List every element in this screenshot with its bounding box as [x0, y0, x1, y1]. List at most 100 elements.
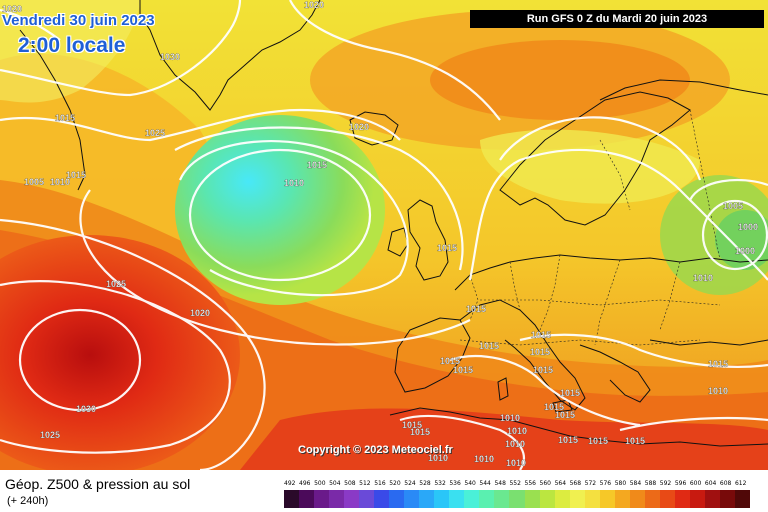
scale-swatch [524, 490, 540, 508]
scale-value-label: 604 [704, 480, 717, 487]
isobar-label: 1010 [428, 453, 448, 463]
scale-value-label: 552 [509, 480, 521, 487]
scale-value-label: 548 [494, 480, 506, 487]
scale-value-label: 504 [329, 480, 341, 487]
scale-swatch [629, 490, 645, 508]
isobar-label: 1010 [474, 454, 494, 464]
coastlines [19, 0, 768, 447]
isobar-label: 1015 [440, 356, 460, 366]
scale-swatch [329, 490, 345, 508]
scale-swatch [434, 490, 450, 508]
isobar-label: 1015 [588, 436, 608, 446]
isobar-label: 1015 [402, 420, 422, 430]
scale-swatch [599, 490, 615, 508]
isobar-label: 1015 [437, 243, 457, 253]
scale-value-label: 580 [614, 480, 627, 487]
scale-value-label: 568 [569, 480, 582, 487]
isobar-label: 1030 [76, 404, 96, 414]
scale-value-label: 524 [404, 480, 416, 487]
isobar-label: 1000 [735, 246, 755, 256]
scale-swatch [284, 490, 300, 508]
isobar-label: 1010 [50, 177, 70, 187]
isobar-label: 1020 [304, 0, 324, 10]
isobar-label: 1015 [560, 388, 580, 398]
isobar-label: 1015 [708, 359, 728, 369]
isobar-label: 1030 [160, 52, 180, 62]
isobar-label: 1005 [723, 201, 743, 211]
scale-swatch [689, 490, 705, 508]
isobar-label: 1010 [500, 413, 520, 423]
isobar-label: 1010 [693, 273, 713, 283]
scale-value-label: 532 [434, 480, 446, 487]
isobar-label: 1020 [349, 122, 369, 132]
scale-swatch [479, 490, 495, 508]
scale-value-label: 516 [374, 480, 386, 487]
isobar-label: 1015 [558, 435, 578, 445]
scale-swatch [659, 490, 675, 508]
scale-swatch [314, 490, 330, 508]
scale-value-label: 540 [464, 480, 476, 487]
scale-value-label: 544 [479, 480, 491, 487]
scale-swatch [374, 490, 390, 508]
local-time: 2:00 locale [18, 34, 126, 57]
scale-value-label: 512 [359, 480, 371, 487]
country-borders [459, 109, 721, 346]
scale-value-label: 492 [284, 480, 296, 487]
isobar-label: 1020 [2, 4, 22, 14]
scale-swatch [419, 490, 435, 508]
isobar-label: 1015 [531, 330, 551, 340]
isobar-label: 1015 [55, 113, 75, 123]
scale-swatch [344, 490, 360, 508]
scale-swatch [554, 490, 570, 508]
scale-value-label: 564 [554, 480, 567, 487]
isobar-label: 1015 [555, 410, 575, 420]
scale-swatch [389, 490, 405, 508]
scale-value-label: 520 [389, 480, 401, 487]
isobar-label: 1015 [533, 365, 553, 375]
isobar-label: 1015 [544, 402, 564, 412]
run-info-badge: Run GFS 0 Z du Mardi 20 juin 2023 [470, 10, 764, 28]
scale-swatch [359, 490, 375, 508]
scale-value-label: 536 [449, 480, 461, 487]
isobar-label: 1015 [625, 436, 645, 446]
scale-value-label: 584 [629, 480, 642, 487]
scale-value-label: 576 [599, 480, 612, 487]
scale-value-label: 508 [344, 480, 356, 487]
scale-swatch [464, 490, 480, 508]
scale-value-label: 588 [644, 480, 657, 487]
scale-value-label: 560 [539, 480, 551, 487]
legend-subtitle: (+ 240h) [7, 495, 49, 507]
scale-swatch [719, 490, 735, 508]
isobar-label: 1025 [145, 128, 165, 138]
isobar-label: 1010 [506, 458, 526, 468]
scale-swatch [539, 490, 555, 508]
scale-value-label: 608 [719, 480, 732, 487]
isobar-label: 1015 [66, 170, 86, 180]
scale-value-label: 496 [299, 480, 311, 487]
copyright-notice: Copyright © 2023 Meteociel.fr [298, 444, 453, 456]
isobar-label: 1010 [507, 426, 527, 436]
isobar-label: 1000 [738, 222, 758, 232]
isobar-label: 1010 [708, 386, 728, 396]
scale-value-label: 600 [689, 480, 702, 487]
scale-swatch [299, 490, 315, 508]
legend-title: Géop. Z500 & pression au sol [5, 476, 191, 492]
scale-swatch [674, 490, 690, 508]
scale-swatch [569, 490, 585, 508]
isobar-label: 1010 [284, 178, 304, 188]
isobar-label: 1015 [410, 427, 430, 437]
scale-swatch [509, 490, 525, 508]
scale-value-label: 556 [524, 480, 536, 487]
scale-swatch [644, 490, 660, 508]
scale-swatch [614, 490, 630, 508]
valid-date: Vendredi 30 juin 2023 [2, 12, 155, 29]
scale-value-label: 500 [314, 480, 326, 487]
isobar-label: 1025 [40, 430, 60, 440]
scale-value-label: 528 [419, 480, 431, 487]
scale-swatch [404, 490, 420, 508]
scale-swatch [704, 490, 720, 508]
isobar-label: 1015 [530, 347, 550, 357]
